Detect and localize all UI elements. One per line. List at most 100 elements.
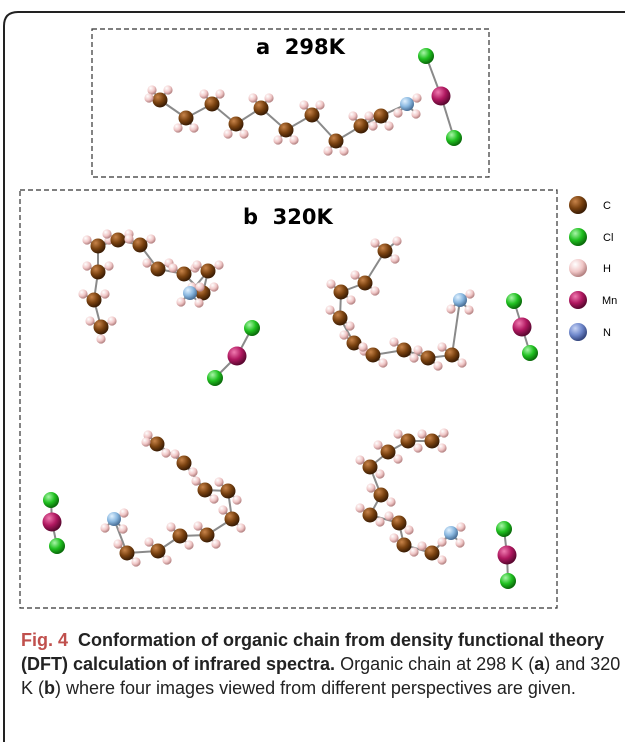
hydrogen-atom [446, 304, 456, 314]
hydrogen-atom [211, 539, 221, 549]
hydrogen-atom [409, 353, 419, 363]
caption-ref-a: a [534, 654, 545, 674]
hydrogen-atom [142, 258, 152, 268]
legend-label-c: C [603, 200, 611, 212]
hydrogen-atom [437, 443, 447, 453]
hydrogen-atom [273, 135, 283, 145]
hydrogen-atom [161, 448, 171, 458]
hydrogen-atom [339, 330, 349, 340]
hydrogen-atom [384, 121, 394, 131]
hydrogen-atom [393, 429, 403, 439]
hydrogen-atom [366, 483, 376, 493]
carbon-atom [362, 459, 378, 475]
figure-caption: Fig. 4 Conformation of organic chain fro… [21, 628, 621, 700]
hydrogen-atom [289, 135, 299, 145]
legend-item-mn: Mn [569, 291, 617, 309]
figure-border [3, 11, 625, 742]
manganese-atom [497, 545, 517, 565]
chlorine-atom [49, 538, 65, 554]
hydrogen-atom-icon [569, 259, 587, 277]
chlorine-atom [207, 370, 223, 386]
carbon-atom [176, 266, 192, 282]
hydrogen-atom [236, 523, 246, 533]
legend-item-n: N [569, 323, 611, 341]
nitrogen-atom [453, 293, 467, 307]
hydrogen-atom [144, 537, 154, 547]
hydrogen-atom [223, 129, 233, 139]
caption-text-1: Organic chain at 298 K ( [340, 654, 535, 674]
hydrogen-atom [192, 260, 202, 270]
hydrogen-atom [348, 111, 358, 121]
hydrogen-atom [390, 254, 400, 264]
hydrogen-atom [144, 93, 154, 103]
legend-label-mn: Mn [602, 295, 617, 307]
carbon-atom [228, 116, 244, 132]
carbon-atom [199, 527, 215, 543]
bond [451, 299, 461, 356]
hydrogen-atom [355, 455, 365, 465]
carbon-atom [90, 238, 106, 254]
hydrogen-atom [100, 523, 110, 533]
molecule-320k-view-1 [78, 229, 260, 386]
panel-a-title: a 298K [256, 35, 346, 59]
carbon-atom [150, 543, 166, 559]
molecule-298k [144, 48, 462, 156]
hydrogen-atom [389, 337, 399, 347]
hydrogen-atom [455, 538, 465, 548]
hydrogen-atom [364, 111, 374, 121]
hydrogen-atom [465, 289, 475, 299]
nitrogen-atom [107, 512, 121, 526]
hydrogen-atom [131, 557, 141, 567]
hydrogen-atom [168, 263, 178, 273]
carbon-atom [444, 347, 460, 363]
legend-item-cl: Cl [569, 228, 613, 246]
carbon-atom [204, 96, 220, 112]
carbon-atom [172, 528, 188, 544]
carbon-atom [365, 347, 381, 363]
caption-ref-b: b [44, 678, 56, 698]
carbon-atom [373, 108, 389, 124]
hydrogen-atom [323, 146, 333, 156]
hydrogen-atom [195, 282, 205, 292]
hydrogen-atom [456, 522, 466, 532]
hydrogen-atom [404, 525, 414, 535]
manganese-atom [431, 86, 451, 106]
hydrogen-atom [389, 533, 399, 543]
hydrogen-atom [199, 89, 209, 99]
hydrogen-atom [417, 429, 427, 439]
carbon-atom [278, 122, 294, 138]
chlorine-atom [446, 130, 462, 146]
carbon-atom [333, 284, 349, 300]
hydrogen-atom [370, 238, 380, 248]
hydrogen-atom [124, 234, 134, 244]
hydrogen-atom [315, 100, 325, 110]
hydrogen-atom [457, 358, 467, 368]
hydrogen-atom [143, 430, 153, 440]
carbon-atom [93, 319, 109, 335]
nitrogen-atom-icon [569, 323, 587, 341]
hydrogen-atom [384, 511, 394, 521]
hydrogen-atom [118, 524, 128, 534]
hydrogen-atom [176, 297, 186, 307]
carbon-atom [150, 261, 166, 277]
hydrogen-atom [184, 540, 194, 550]
hydrogen-atom [78, 289, 88, 299]
hydrogen-atom [464, 305, 474, 315]
hydrogen-atom [386, 497, 396, 507]
chlorine-atom [500, 573, 516, 589]
carbon-atom [110, 232, 126, 248]
molecule-320k-view-4 [355, 428, 517, 589]
hydrogen-atom [215, 89, 225, 99]
hydrogen-atom [146, 234, 156, 244]
hydrogen-atom [102, 229, 112, 239]
panel-b-title: b 320K [243, 205, 333, 229]
carbon-atom [396, 537, 412, 553]
hydrogen-atom [214, 260, 224, 270]
carbon-atom [253, 100, 269, 116]
carbon-atom [373, 487, 389, 503]
atom-legend: C Cl H Mn N [569, 196, 617, 341]
hydrogen-atom [239, 129, 249, 139]
hydrogen-atom [147, 85, 157, 95]
carbon-atom [396, 342, 412, 358]
